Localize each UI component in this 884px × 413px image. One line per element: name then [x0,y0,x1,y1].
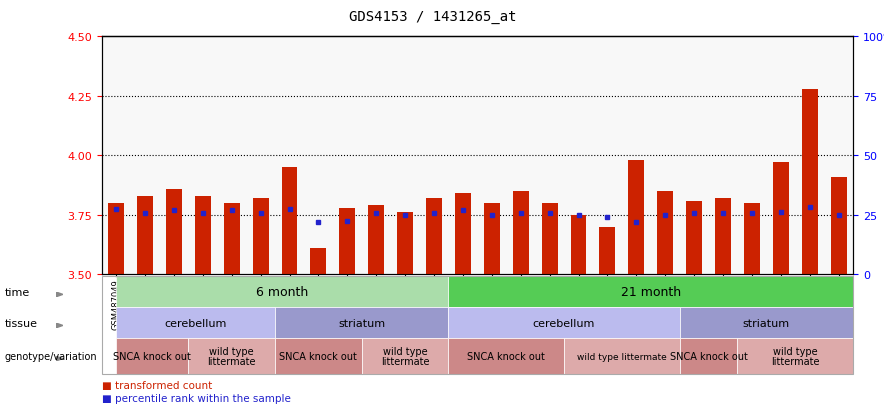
Polygon shape [56,292,63,297]
Bar [773,163,789,275]
Bar [658,192,673,275]
Bar [137,196,153,275]
Bar [513,192,529,275]
Bar [542,204,558,275]
Text: cerebellum: cerebellum [164,318,227,328]
Bar [629,161,644,275]
Bar [426,199,442,275]
Bar [339,208,355,275]
Bar [166,189,182,275]
Text: SNCA knock out: SNCA knock out [113,351,191,361]
Bar [455,194,471,275]
Bar [686,201,702,275]
Bar [744,204,760,275]
Polygon shape [56,356,63,361]
Bar [599,227,615,275]
Text: SNCA knock out: SNCA knock out [468,351,545,361]
Text: ■ transformed count: ■ transformed count [102,380,212,390]
Bar [397,213,413,275]
Text: cerebellum: cerebellum [533,318,595,328]
Bar [802,90,818,275]
Polygon shape [56,323,63,328]
Text: 6 month: 6 month [256,286,309,299]
Bar [310,249,326,275]
Text: GDS4153 / 1431265_at: GDS4153 / 1431265_at [349,10,517,24]
Text: 21 month: 21 month [621,286,681,299]
Text: SNCA knock out: SNCA knock out [279,351,357,361]
Bar [108,204,124,275]
Bar [570,215,586,275]
Bar [369,206,385,275]
Bar [831,177,847,275]
Bar [194,196,210,275]
Text: genotype/variation: genotype/variation [4,351,97,361]
Text: SNCA knock out: SNCA knock out [669,351,748,361]
Text: tissue: tissue [4,318,37,328]
Text: wild type
littermate: wild type littermate [381,346,430,367]
Bar [282,168,297,275]
Bar [715,199,731,275]
Text: time: time [4,287,30,297]
Text: ■ percentile rank within the sample: ■ percentile rank within the sample [102,393,291,403]
Bar [484,204,499,275]
Text: wild type
littermate: wild type littermate [208,346,256,367]
Text: striatum: striatum [339,318,385,328]
Text: striatum: striatum [743,318,790,328]
Text: wild type littermate: wild type littermate [577,352,667,361]
Text: wild type
littermate: wild type littermate [771,346,819,367]
Bar [253,199,269,275]
Bar [224,204,240,275]
